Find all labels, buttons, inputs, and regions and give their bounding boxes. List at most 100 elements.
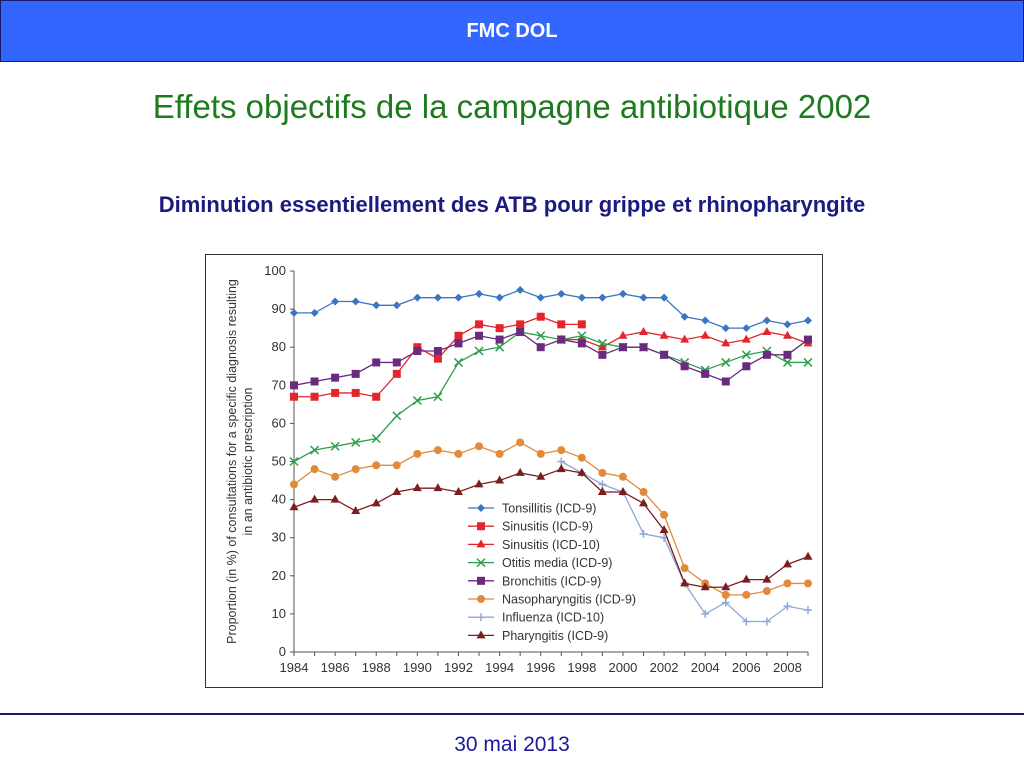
data-point-7-24 (782, 559, 792, 568)
y-tick-label: 90 (272, 301, 286, 316)
data-point-0-22 (742, 324, 751, 333)
data-point-7-19 (680, 578, 690, 587)
data-point-2-3 (618, 330, 628, 339)
data-point-0-19 (680, 312, 689, 321)
data-point-7-14 (577, 467, 587, 476)
data-point-4-15 (598, 350, 607, 359)
data-point-0-5 (392, 301, 401, 310)
data-point-2-11 (782, 330, 792, 339)
data-point-3-2 (330, 441, 340, 451)
series-line-3 (293, 331, 808, 463)
data-point-2-10 (762, 326, 772, 335)
data-point-1-1 (310, 392, 319, 401)
data-point-2-6 (680, 334, 690, 343)
y-tick-label: 50 (272, 454, 286, 469)
data-point-2-7 (700, 330, 710, 339)
data-point-1-8 (454, 331, 463, 340)
data-point-7-9 (474, 479, 484, 488)
data-point-4-16 (618, 343, 627, 352)
data-point-5-13 (557, 446, 566, 455)
data-point-0-4 (372, 301, 381, 310)
data-point-1-4 (372, 392, 381, 401)
footer-date: 30 mai 2013 (454, 733, 570, 756)
legend-label: Nasopharyngitis (ICD-9) (502, 593, 636, 607)
data-point-0-15 (598, 293, 607, 302)
data-point-2-9 (741, 334, 751, 343)
data-point-0-21 (721, 324, 730, 333)
series-line-4 (293, 331, 809, 386)
data-point-5-2 (331, 472, 340, 481)
legend-label: Otitis media (ICD-9) (502, 556, 612, 570)
data-point-0-3 (351, 297, 360, 306)
header-title: FMC DOL (466, 19, 558, 42)
y-axis-label: in an antibiotic prescription (241, 387, 255, 535)
data-point-4-20 (701, 369, 710, 378)
x-tick-label: 1998 (567, 660, 596, 675)
data-point-3-21 (721, 357, 731, 367)
data-point-3-15 (597, 338, 607, 348)
data-point-7-0 (289, 502, 299, 511)
y-tick-label: 70 (272, 377, 286, 392)
data-point-2-5 (659, 330, 669, 339)
data-point-0-18 (660, 293, 669, 302)
data-point-7-16 (618, 486, 628, 495)
data-point-4-7 (433, 347, 442, 356)
legend-marker (476, 539, 486, 548)
data-point-7-10 (495, 475, 505, 484)
data-point-4-21 (721, 377, 730, 386)
data-point-7-23 (762, 574, 772, 583)
data-point-3-25 (803, 357, 813, 367)
data-point-5-14 (577, 453, 586, 462)
chart-frame: 0 10 20 30 40 50 60 70 80 90 100 1984 1986 1988 1990 19… (205, 254, 823, 688)
data-point-7-6 (412, 483, 422, 492)
data-point-5-11 (516, 438, 525, 447)
data-point-4-10 (495, 335, 504, 344)
data-point-0-12 (536, 293, 545, 302)
data-point-3-4 (371, 434, 381, 444)
data-point-0-8 (454, 293, 463, 302)
x-tick-label: 1984 (280, 660, 309, 675)
data-point-3-12 (536, 331, 546, 341)
data-point-3-24 (782, 357, 792, 367)
data-point-4-2 (331, 373, 340, 382)
data-point-5-12 (536, 449, 545, 458)
data-point-4-11 (516, 327, 525, 336)
legend-marker (477, 576, 485, 585)
y-tick-label: 10 (272, 606, 286, 621)
x-tick-label: 2008 (773, 660, 802, 675)
data-point-0-7 (433, 293, 442, 302)
x-tick-label: 1992 (444, 660, 473, 675)
data-point-6-9 (742, 617, 751, 626)
data-point-5-6 (413, 449, 422, 458)
legend-marker (476, 558, 486, 568)
data-point-1-7 (433, 354, 442, 363)
data-point-1-11 (516, 320, 525, 329)
x-tick-label: 1990 (403, 660, 432, 675)
data-point-4-4 (372, 358, 381, 367)
data-point-1-5 (392, 369, 401, 378)
data-point-1-3 (351, 388, 360, 397)
data-point-7-7 (433, 483, 443, 492)
legend-label: Bronchitis (ICD-9) (502, 574, 601, 588)
data-point-0-17 (639, 293, 648, 302)
data-point-0-14 (577, 293, 586, 302)
data-point-0-24 (783, 320, 792, 329)
data-point-4-14 (577, 339, 586, 348)
data-point-0-23 (762, 316, 771, 325)
slide-subtitle: Diminution essentiellement des ATB pour … (158, 192, 866, 217)
data-point-3-22 (741, 350, 751, 360)
legend-marker (477, 595, 485, 603)
data-point-0-0 (290, 308, 298, 317)
data-point-5-19 (680, 564, 689, 573)
data-point-0-16 (618, 289, 627, 298)
data-point-5-3 (351, 465, 360, 474)
data-point-5-8 (454, 449, 463, 458)
series-line-5 (293, 441, 808, 596)
data-point-4-6 (413, 347, 422, 356)
data-point-7-17 (639, 498, 649, 507)
data-point-4-1 (310, 377, 319, 386)
data-point-0-20 (701, 316, 710, 325)
data-point-3-14 (577, 331, 587, 341)
data-point-2-8 (721, 338, 731, 347)
legend-label: Influenza (ICD-10) (502, 611, 604, 625)
